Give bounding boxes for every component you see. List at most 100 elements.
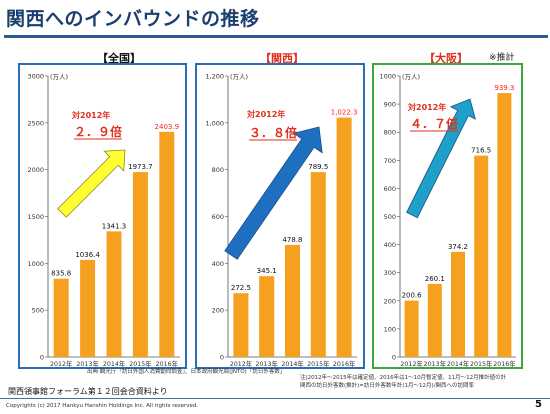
y-tick-label: 800 bbox=[212, 166, 224, 174]
bar bbox=[132, 172, 148, 357]
y-unit-label: (万人) bbox=[230, 73, 248, 81]
bar bbox=[451, 251, 465, 357]
y-tick-label: 400 bbox=[212, 260, 224, 268]
growth-annotation-label: 対2012年 bbox=[407, 102, 446, 112]
data-label: 939.3 bbox=[494, 84, 514, 92]
y-tick-label: 0 bbox=[40, 354, 44, 362]
y-tick-label: 300 bbox=[384, 269, 396, 277]
chart-kansai: 0 200 400 600 800 1,000 1,200 (万人) 272.5 2012年 345… bbox=[205, 73, 358, 369]
data-label: 200.6 bbox=[402, 292, 423, 300]
growth-arrow bbox=[406, 98, 476, 219]
panel-label-osaka: 【大阪】 bbox=[424, 52, 468, 65]
data-label: 345.1 bbox=[257, 267, 277, 275]
x-tick-label: 2012年 bbox=[50, 359, 72, 367]
growth-arrow bbox=[57, 149, 126, 218]
title-underline bbox=[4, 35, 548, 38]
x-tick-label: 2012年 bbox=[230, 359, 252, 367]
footer-bar bbox=[0, 398, 550, 414]
chart-panel-zenkoku: 0 500 1000 1500 2000 2500 3000 (万人) 835.8 2012年 10… bbox=[18, 63, 187, 369]
bar bbox=[336, 117, 352, 357]
bar bbox=[233, 293, 249, 357]
bar bbox=[159, 131, 175, 357]
y-tick-label: 2000 bbox=[27, 166, 44, 174]
x-tick-label: 2014年 bbox=[447, 359, 469, 367]
bar bbox=[474, 155, 489, 357]
y-tick-label: 0 bbox=[220, 354, 224, 362]
y-tick-label: 500 bbox=[384, 213, 396, 221]
data-label: 272.5 bbox=[231, 284, 251, 292]
copyright: Copyrights (c) 2017 Hankyu Hanshin Holdi… bbox=[6, 403, 199, 409]
footnote-line-1: 注)2012年～2015年は確定値、2016年は1～10月暫定値、11月～12月… bbox=[300, 375, 507, 381]
x-tick-label: 2015年 bbox=[129, 359, 151, 367]
y-tick-label: 200 bbox=[212, 307, 224, 315]
data-label: 2403.9 bbox=[155, 123, 180, 131]
data-label: 1,022.3 bbox=[331, 109, 358, 117]
y-tick-label: 1,200 bbox=[205, 73, 224, 81]
data-label: 1973.7 bbox=[128, 163, 153, 171]
meeting-note: 関西領事館フォーラム第１２回会合資料より bbox=[8, 387, 168, 396]
data-label: 260.1 bbox=[425, 275, 445, 283]
bar bbox=[497, 93, 512, 357]
x-tick-label: 2014年 bbox=[281, 359, 303, 367]
growth-multiplier: ３．８倍 bbox=[249, 125, 297, 140]
data-label: 789.5 bbox=[308, 163, 328, 171]
y-tick-label: 1000 bbox=[27, 260, 44, 268]
y-tick-label: 200 bbox=[384, 297, 396, 305]
x-tick-label: 2015年 bbox=[307, 359, 329, 367]
panel-label-kansai: 【関西】 bbox=[260, 52, 304, 65]
bar bbox=[310, 172, 326, 357]
page-number: 5 bbox=[535, 399, 542, 410]
x-tick-label: 2013年 bbox=[424, 359, 446, 367]
footnote: 注)2012年～2015年は確定値、2016年は1～10月暫定値、11月～12月… bbox=[300, 374, 506, 390]
growth-arrow bbox=[224, 126, 323, 260]
page-title: 関西へのインバウンドの推移 bbox=[6, 8, 260, 30]
chart-osaka: 0 100 200 300 400 500 600 700 800 900 1000 (万人) 200.… bbox=[379, 73, 516, 368]
x-tick-label: 2014年 bbox=[103, 359, 125, 367]
y-unit-label: (万人) bbox=[402, 73, 420, 81]
y-tick-label: 2500 bbox=[27, 119, 44, 127]
y-unit-label: (万人) bbox=[50, 73, 68, 81]
x-tick-label: 2013年 bbox=[76, 359, 98, 367]
x-tick-label: 2016年 bbox=[333, 359, 355, 367]
bar bbox=[404, 300, 419, 357]
bar bbox=[259, 276, 275, 357]
y-tick-label: 500 bbox=[32, 307, 44, 315]
data-label: 1036.4 bbox=[75, 251, 100, 259]
growth-annotation-label: 対2012年 bbox=[71, 110, 110, 120]
x-tick-label: 2016年 bbox=[156, 359, 178, 367]
y-tick-label: 900 bbox=[384, 101, 396, 109]
chart-panel-kansai: 0 200 400 600 800 1,000 1,200 (万人) 272.5 2012年 345… bbox=[195, 63, 365, 369]
y-tick-label: 600 bbox=[212, 213, 224, 221]
estimate-note: ※推計 bbox=[489, 53, 515, 63]
y-tick-label: 800 bbox=[384, 129, 396, 137]
growth-annotation-label: 対2012年 bbox=[246, 109, 285, 119]
y-tick-label: 400 bbox=[384, 241, 396, 249]
data-label: 835.8 bbox=[51, 270, 71, 278]
source-note: 出典:観光庁「訪日外国人消費動向調査」、日本政府観光局(JNTO)「訪日外客数」 bbox=[87, 369, 286, 375]
y-tick-label: 100 bbox=[384, 325, 396, 333]
bar bbox=[53, 278, 69, 357]
y-tick-label: 1,000 bbox=[205, 119, 224, 127]
chart-zenkoku: 0 500 1000 1500 2000 2500 3000 (万人) 835.8 2012年 10… bbox=[27, 73, 180, 368]
bar bbox=[106, 231, 122, 357]
data-label: 374.2 bbox=[448, 243, 468, 251]
y-tick-label: 0 bbox=[392, 354, 396, 362]
data-label: 478.8 bbox=[282, 236, 302, 244]
x-tick-label: 2015年 bbox=[470, 359, 492, 367]
y-tick-label: 3000 bbox=[27, 73, 44, 81]
x-tick-label: 2016年 bbox=[493, 359, 515, 367]
panel-label-zenkoku: 【全国】 bbox=[97, 52, 141, 65]
y-tick-label: 700 bbox=[384, 157, 396, 165]
footnote-line-2: 関西の訪日外客数(推計)=訪日外客数年計(1月～12月)/関西への訪問率 bbox=[300, 383, 475, 389]
bar bbox=[80, 259, 96, 357]
bar bbox=[285, 244, 300, 357]
y-tick-label: 1000 bbox=[379, 73, 396, 81]
data-label: 716.5 bbox=[471, 147, 491, 155]
x-tick-label: 2012年 bbox=[400, 359, 422, 367]
y-tick-label: 1500 bbox=[27, 213, 44, 221]
y-tick-label: 600 bbox=[384, 185, 396, 193]
growth-multiplier: ４．７倍 bbox=[410, 116, 458, 131]
bar bbox=[427, 283, 442, 357]
data-label: 1341.3 bbox=[102, 222, 127, 230]
growth-multiplier: ２．９倍 bbox=[74, 124, 122, 139]
